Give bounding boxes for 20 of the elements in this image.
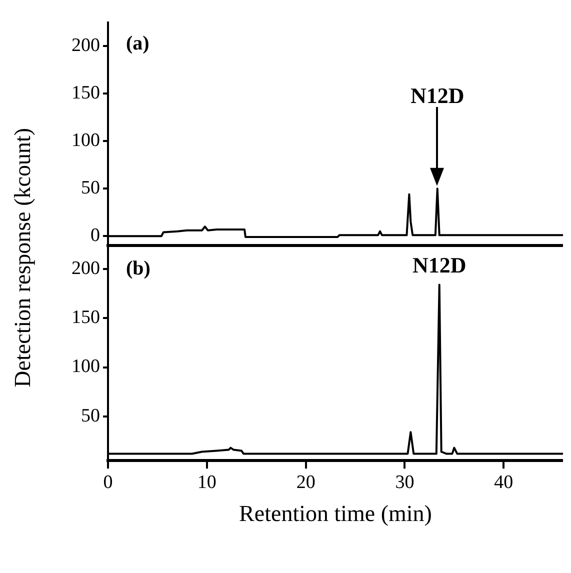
y-tick-label: 200: [72, 35, 100, 56]
x-tick-label: 10: [197, 472, 216, 493]
y-tick-label: 150: [72, 307, 100, 328]
annotation: N12D: [412, 252, 466, 278]
x-tick-label: 30: [395, 472, 414, 493]
x-tick-label: 40: [494, 472, 514, 493]
x-tick-label: 20: [296, 472, 316, 493]
y-tick-label: 150: [72, 82, 100, 104]
x-tick-label: 0: [103, 472, 113, 493]
annotation: (b): [126, 258, 150, 280]
y-tick-label: 100: [72, 130, 100, 152]
y-tick-label: 0: [90, 225, 100, 246]
x-axis-title: Retention time (min): [239, 501, 432, 526]
annotation: N12D: [410, 82, 464, 108]
y-tick-label: 50: [81, 405, 100, 426]
y-tick-label: 100: [72, 356, 100, 378]
y-axis-title: Detection response (kcount): [10, 128, 36, 388]
y-tick-label: 200: [72, 258, 100, 279]
y-tick-label: 50: [81, 178, 100, 199]
annotation: (a): [126, 32, 150, 55]
